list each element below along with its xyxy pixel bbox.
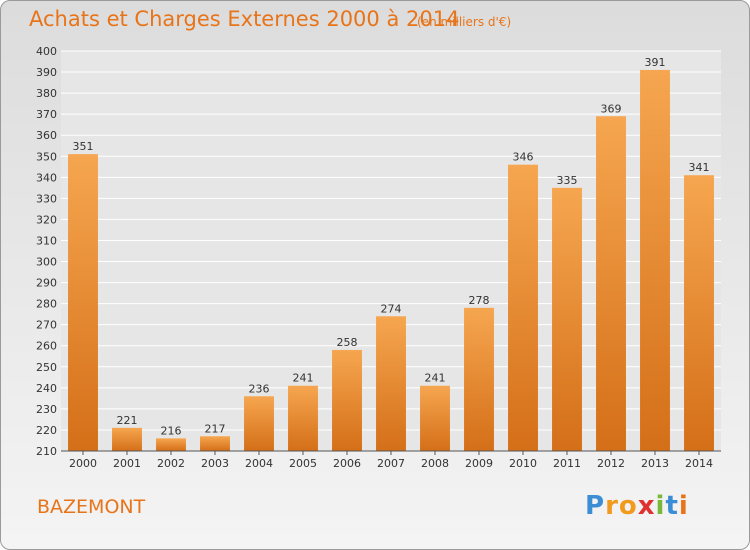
x-tick-label: 2012	[597, 457, 625, 470]
bar-2000	[68, 154, 98, 451]
y-tick-label: 220	[36, 424, 57, 437]
x-tick-label: 2007	[377, 457, 405, 470]
bar-2009	[464, 307, 494, 451]
logo-letter: i	[678, 491, 689, 521]
x-tick-label: 2005	[289, 457, 317, 470]
y-tick-label: 280	[36, 298, 57, 311]
bar-value-label: 241	[293, 372, 314, 385]
bar-value-label: 236	[249, 382, 270, 395]
x-tick-label: 2014	[685, 457, 713, 470]
x-tick-label: 2002	[157, 457, 185, 470]
bar-2014	[684, 175, 714, 452]
bar-2003	[200, 436, 230, 451]
bar-value-label: 346	[513, 151, 534, 164]
x-tick-label: 2009	[465, 457, 493, 470]
bar-2012	[596, 116, 626, 452]
y-tick-label: 260	[36, 340, 57, 353]
x-tick-label: 2013	[641, 457, 669, 470]
y-tick-label: 250	[36, 361, 57, 374]
bars: 351 221 216 217 236 241 258 274 241 278 346 335 369 3…	[68, 56, 714, 452]
commune-name: BAZEMONT	[37, 496, 146, 518]
y-tick-label: 390	[36, 66, 57, 79]
y-tick-label: 310	[36, 234, 57, 247]
bar-2002	[156, 438, 186, 451]
bar-value-label: 216	[161, 424, 182, 437]
bar-2005	[288, 385, 318, 451]
y-tick-label: 290	[36, 277, 57, 290]
x-tick-label: 2003	[201, 457, 229, 470]
bar-value-label: 258	[337, 336, 358, 349]
logo-letter: P	[585, 491, 606, 521]
logo-letter: i	[655, 491, 666, 521]
bar-value-label: 278	[469, 294, 490, 307]
bar-value-label: 341	[689, 161, 710, 174]
bar-2006	[332, 349, 362, 451]
logo-letter: r	[605, 491, 619, 521]
y-tick-label: 330	[36, 192, 57, 205]
x-tick-label: 2004	[245, 457, 273, 470]
bar-2013	[640, 69, 670, 452]
y-tick-label: 320	[36, 213, 57, 226]
x-tick-label: 2000	[69, 457, 97, 470]
bar-2010	[508, 164, 538, 451]
bar-value-label: 391	[645, 56, 666, 69]
x-tick-label: 2008	[421, 457, 449, 470]
bar-2001	[112, 427, 142, 451]
x-tick-label: 2010	[509, 457, 537, 470]
y-tick-label: 270	[36, 319, 57, 332]
bar-value-label: 274	[381, 302, 402, 315]
bar-value-label: 217	[205, 422, 226, 435]
y-tick-label: 300	[36, 256, 57, 269]
x-tick-label: 2006	[333, 457, 361, 470]
bar-2011	[552, 187, 582, 451]
y-tick-label: 370	[36, 108, 57, 121]
y-tick-label: 210	[36, 445, 57, 458]
logo-letter: o	[618, 491, 638, 521]
y-tick-label: 340	[36, 171, 57, 184]
x-tick-label: 2001	[113, 457, 141, 470]
bar-2007	[376, 316, 406, 451]
logo-letter: x	[637, 491, 656, 521]
chart-title: Achats et Charges Externes 2000 à 2014	[29, 7, 460, 31]
y-tick-label: 380	[36, 87, 57, 100]
bar-value-label: 369	[601, 102, 622, 115]
bar-value-label: 221	[117, 414, 138, 427]
y-tick-label: 360	[36, 129, 57, 142]
bar-2008	[420, 385, 450, 451]
bar-value-label: 335	[557, 174, 578, 187]
bar-value-label: 241	[425, 372, 446, 385]
x-axis: 2000 2001 2002 2003 2004 2005 2006 2007 2008 2009…	[61, 450, 721, 470]
y-tick-label: 400	[36, 45, 57, 58]
y-tick-label: 230	[36, 403, 57, 416]
logo-letter: t	[665, 491, 679, 521]
y-axis: 210 220 230 240 250 260 270 280 290 300 310 320 330 3…	[36, 45, 57, 458]
bar-value-label: 351	[73, 140, 94, 153]
y-tick-label: 240	[36, 382, 57, 395]
proxiti-logo: Proxiti	[585, 491, 689, 521]
y-tick-label: 350	[36, 150, 57, 163]
chart-subtitle: (en milliers d'€)	[417, 15, 512, 29]
bar-2004	[244, 396, 274, 451]
x-tick-label: 2011	[553, 457, 581, 470]
